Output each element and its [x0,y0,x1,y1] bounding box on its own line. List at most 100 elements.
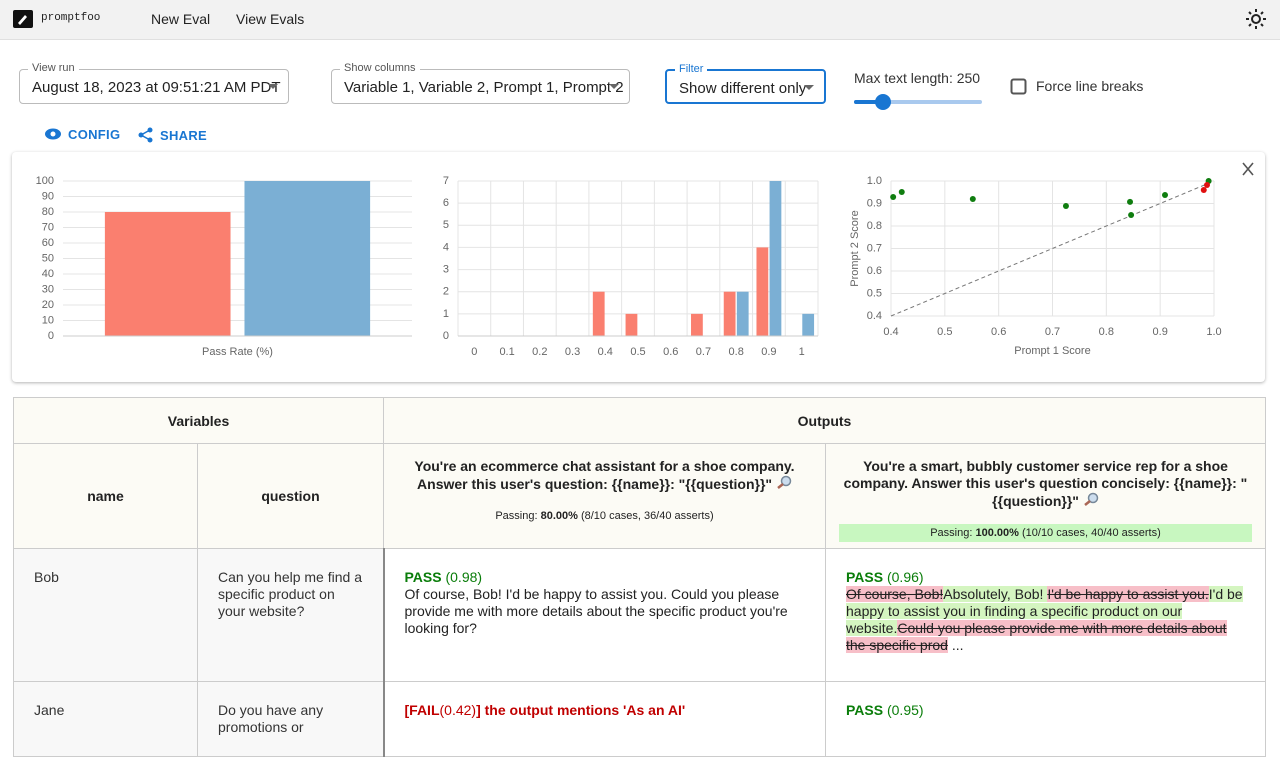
passing-label: Passing: [930,527,973,539]
score: (0.95) [886,702,924,718]
field-label: Filter [675,63,708,75]
theme-toggle[interactable] [1245,8,1267,30]
diff-del: Of course, Bob! [846,586,944,602]
y-tick-label: 0.4 [867,310,882,322]
passing-rate: 100.00% [975,527,1019,539]
nav-link[interactable]: New Eval [151,11,211,27]
header: promptfoo New Eval View Evals [0,0,1280,40]
x-tick-label: 1.0 [1206,326,1221,338]
bar [736,291,749,336]
var-cell: Jane [13,681,198,757]
output-cell: PASS (0.98) Of course, Bob! I'd be happy … [382,548,826,682]
button-label: SHARE [160,128,208,143]
output-cell: PASS (0.96) Of course, Bob!Absolutely, Bo… [825,548,1266,682]
max-length-slider[interactable] [852,92,984,112]
y-tick-label: 70 [42,221,54,233]
diff-text: Of course, Bob!Absolutely, Bob! I'd be h… [846,586,1243,653]
bar [769,181,782,336]
x-tick-label: 0.7 [1045,326,1060,338]
x-axis-label: Prompt 1 Score [1014,345,1090,357]
button-label: CONFIG [68,127,121,142]
close-icon[interactable] [1242,162,1254,176]
bar [691,313,703,336]
diff-del: Could you please provide me with more de… [846,620,1227,653]
y-tick-label: 2 [443,286,449,298]
score: (0.96) [886,569,924,585]
magnifier-icon[interactable] [1083,492,1099,506]
view-run-select[interactable]: View run August 18, 2023 at 09:51:21 AM P… [19,62,289,104]
columns-select[interactable]: Show columns Variable 1, Variable 2, Prom… [331,62,630,104]
y-tick-label: 7 [443,175,449,187]
filter-select[interactable]: Filter Show different only [665,63,826,104]
y-tick-label: 0.8 [867,220,882,232]
output-text: ] the output mentions 'As an AI' [476,702,686,718]
checkbox-label[interactable]: Force line breaks [1036,78,1144,94]
y-tick-label: 40 [42,268,54,280]
x-tick-label: 0.2 [532,346,547,358]
status: PASS [404,569,442,585]
var-cell: Can you help me find a specific product … [197,548,384,682]
output-cell: [FAIL(0.42)] the output mentions 'As an … [382,681,826,757]
diff-same: ... [947,637,964,653]
var-header: question [197,443,384,549]
var-cell: Bob [13,548,198,682]
bar [723,291,736,336]
logo-text[interactable]: promptfoo [41,12,101,24]
x-tick-label: 0.3 [565,346,580,358]
y-axis-label: Prompt 2 Score [849,210,861,286]
point [1062,202,1069,209]
point [969,196,976,202]
point [1127,198,1134,205]
passing: Passing: 100.00% (10/10 cases, 40/40 ass… [839,524,1252,542]
passing-label: Passing: [495,510,538,522]
y-tick-label: 6 [443,197,449,209]
field-label: View run [28,62,79,74]
point [1200,187,1207,193]
diff-ins: Absolutely, Bob! [943,586,1048,602]
charts-panel: 0 10 20 30 40 50 60 70 80 90 100 Pass Rate (%) 0 1 2 3 4… [12,152,1265,382]
bar [625,313,638,336]
status: PASS [846,702,884,718]
y-tick-label: 60 [42,237,54,249]
passing-detail: (8/10 cases, 36/40 asserts) [580,510,714,522]
status: [FAIL [404,702,440,718]
output-cell: PASS (0.95) [825,681,1266,757]
max-length-label: Max text length: 250 [854,70,981,86]
x-tick-label: 0.5 [630,346,645,358]
diff-del: I'd be happy to assist you. [1047,586,1209,602]
y-tick-label: 10 [42,314,54,326]
x-tick-label: 0.9 [1153,326,1168,338]
logo-icon [13,10,33,28]
y-tick-label: 0 [443,330,449,342]
x-tick-label: 0.8 [729,346,744,358]
bar [104,212,231,336]
x-tick-label: 0.6 [991,326,1006,338]
y-tick-label: 30 [42,283,54,295]
y-tick-label: 80 [42,206,54,218]
field-value: August 18, 2023 at 09:51:21 AM PDT [32,79,281,96]
x-tick-label: 0 [471,346,477,358]
field-label: Show columns [340,62,420,74]
config-button[interactable]: CONFIG [44,127,120,142]
x-tick-label: 0.7 [696,346,711,358]
y-tick-label: 100 [36,175,54,187]
share-button[interactable]: SHARE [138,127,207,143]
point [1204,182,1211,189]
nav-link[interactable]: View Evals [236,11,305,27]
y-tick-label: 90 [42,190,54,202]
prompt-header: You're an ecommerce chat assistant for a… [383,443,826,549]
x-tick-label: 0.1 [499,346,514,358]
prompt-text: You're a smart, bubbly customer service … [843,458,1248,509]
score: (0.98) [445,569,483,585]
output-text: Of course, Bob! I'd be happy to assist y… [404,586,788,636]
checkbox[interactable] [1010,78,1028,96]
var-header: name [13,443,198,549]
x-tick-label: 0.8 [1099,326,1114,338]
y-tick-label: 50 [42,252,54,264]
y-tick-label: 4 [443,241,449,253]
magnifier-icon[interactable] [776,475,792,489]
x-tick-label: 0.4 [598,346,613,358]
share-icon [138,127,153,143]
